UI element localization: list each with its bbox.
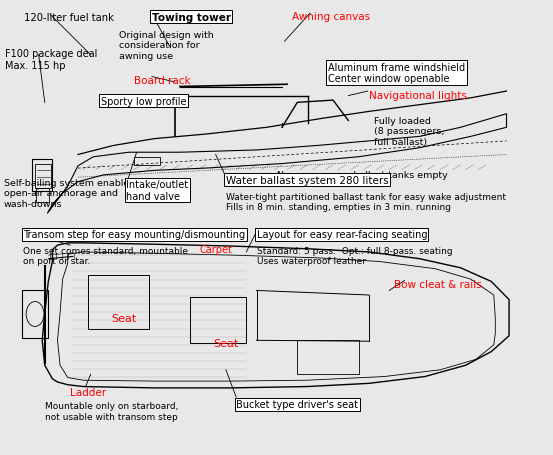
Bar — [88, 275, 149, 329]
Text: Self-bailing system enables
open-air anchorage and
wash-downs: Self-bailing system enables open-air anc… — [4, 179, 134, 208]
Bar — [134, 158, 160, 166]
Text: 120-liter fuel tank: 120-liter fuel tank — [24, 13, 114, 23]
Text: Board rack: Board rack — [134, 76, 191, 86]
Text: Aluminum frame windshield
Center window openable: Aluminum frame windshield Center window … — [328, 62, 465, 84]
Text: Water ballast system 280 liters: Water ballast system 280 liters — [226, 176, 389, 186]
Text: Sporty low profile: Sporty low profile — [101, 96, 186, 106]
Text: Original design with
consideration for
awning use: Original design with consideration for a… — [119, 31, 213, 61]
Text: Standard: 5 pass.  Opt.: full 8-pass. seating
Uses waterproof leather: Standard: 5 pass. Opt.: full 8-pass. sea… — [257, 247, 452, 266]
Text: Seat: Seat — [111, 313, 137, 324]
Text: Carpet: Carpet — [199, 245, 232, 255]
Text: No passengers, ballast tanks empty: No passengers, ballast tanks empty — [277, 171, 448, 180]
Text: Towing tower: Towing tower — [152, 13, 231, 23]
Text: Transom step for easy mounting/dismounting: Transom step for easy mounting/dismounti… — [23, 230, 246, 240]
Bar — [298, 340, 358, 374]
Text: One set comes standard, mountable
on port or star.: One set comes standard, mountable on por… — [23, 247, 189, 266]
Text: Bow cleat & rails: Bow cleat & rails — [394, 279, 482, 289]
Text: Awning canvas: Awning canvas — [292, 12, 371, 22]
Text: F100 package deal
Max. 115 hp: F100 package deal Max. 115 hp — [6, 49, 98, 71]
Text: Navigational lights: Navigational lights — [369, 91, 467, 101]
Text: Mountable only on starboard,
not usable with transom step: Mountable only on starboard, not usable … — [45, 402, 178, 421]
Bar — [34, 164, 51, 189]
Text: Seat: Seat — [213, 339, 238, 348]
Bar — [190, 298, 246, 343]
Text: Bucket type driver's seat: Bucket type driver's seat — [236, 399, 358, 410]
Text: Layout for easy rear-facing seating: Layout for easy rear-facing seating — [257, 230, 427, 240]
Text: Ladder: Ladder — [70, 387, 106, 397]
Text: Intake/outlet
hand valve: Intake/outlet hand valve — [127, 180, 189, 202]
Bar — [22, 291, 48, 339]
Text: Water-tight partitioned ballast tank for easy wake adjustment
Fills in 8 min. st: Water-tight partitioned ballast tank for… — [226, 192, 506, 212]
Bar — [36, 188, 49, 202]
Text: Fully loaded
(8 passengers,
full ballast): Fully loaded (8 passengers, full ballast… — [374, 116, 444, 147]
